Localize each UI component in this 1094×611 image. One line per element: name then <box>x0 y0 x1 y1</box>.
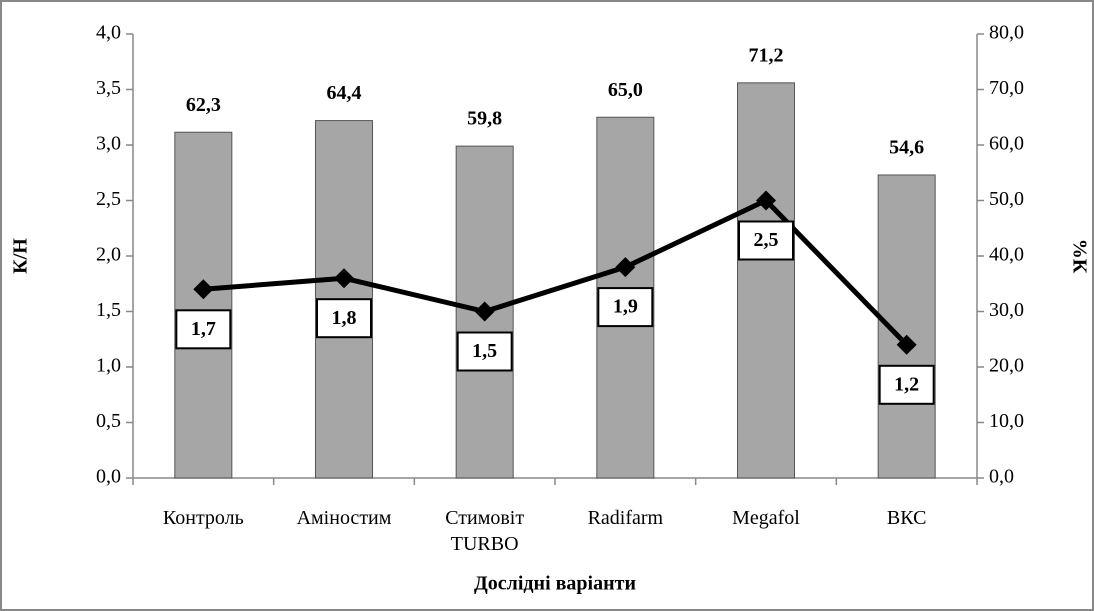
y-tick-label: 3,5 <box>96 77 121 99</box>
y2-axis-title: %К <box>1068 239 1090 274</box>
y-tick-label: 2,0 <box>96 244 121 266</box>
y2-tick-label: 70,0 <box>989 77 1024 99</box>
line-label-box <box>175 309 232 350</box>
line-value-label: 2,5 <box>754 229 779 251</box>
y-tick-label: 4,0 <box>96 22 121 44</box>
line-label-box <box>738 220 794 261</box>
y-tick-label: 2,5 <box>96 188 121 210</box>
y2-tick-label: 80,0 <box>989 22 1024 44</box>
bar-value-label: 71,2 <box>749 44 784 66</box>
line-value-label: 1,9 <box>613 296 638 318</box>
y2-tick-label: 10,0 <box>989 410 1024 432</box>
y2-tick-label: 30,0 <box>989 299 1024 321</box>
y-tick-label: 1,5 <box>96 299 121 321</box>
y-tick-label: 3,0 <box>96 133 121 155</box>
line-marker <box>756 190 776 211</box>
y-tick-label: 0,5 <box>96 410 121 432</box>
line-marker <box>615 257 636 278</box>
bar-value-label: 64,4 <box>327 82 362 104</box>
x-tick-label: ВКС <box>886 507 927 529</box>
y-tick-label: 0,0 <box>96 466 121 488</box>
bar-value-label: 54,6 <box>889 137 924 159</box>
line-value-label: 1,8 <box>332 307 357 329</box>
x-tick-label: Radifarm <box>587 507 664 529</box>
bar-value-label: 65,0 <box>608 79 643 101</box>
y2-tick-label: 40,0 <box>989 244 1024 266</box>
line-value-label: 1,2 <box>894 373 919 395</box>
line-label-box <box>316 298 372 339</box>
y2-tick-label: 0,0 <box>989 466 1014 488</box>
bar-value-label: 62,3 <box>186 94 221 116</box>
line-marker <box>193 279 214 300</box>
line-label-box <box>597 287 654 328</box>
line-marker <box>334 268 354 289</box>
x-tick-label: Стимовіт TURBO <box>445 507 525 555</box>
bar <box>737 82 795 479</box>
x-tick-label: Megafol <box>732 507 800 529</box>
bar <box>174 131 233 479</box>
y2-tick-label: 20,0 <box>989 355 1024 377</box>
y-axis-title: К/Н <box>10 238 32 274</box>
bar-value-label: 59,8 <box>467 108 502 130</box>
y-tick-label: 1,0 <box>96 355 121 377</box>
line-value-label: 1,7 <box>191 318 216 340</box>
x-tick-label: Аміностим <box>296 507 392 529</box>
line-marker <box>896 334 917 355</box>
x-axis-title: Дослідні варіанти <box>474 573 636 595</box>
y2-tick-label: 50,0 <box>989 188 1024 210</box>
y2-tick-label: 60,0 <box>989 133 1024 155</box>
line-label-box <box>878 364 935 405</box>
x-tick-label: Контроль <box>162 507 244 529</box>
line-marker <box>474 301 495 322</box>
line-label-box <box>456 331 513 372</box>
line-value-label: 1,5 <box>472 340 497 362</box>
